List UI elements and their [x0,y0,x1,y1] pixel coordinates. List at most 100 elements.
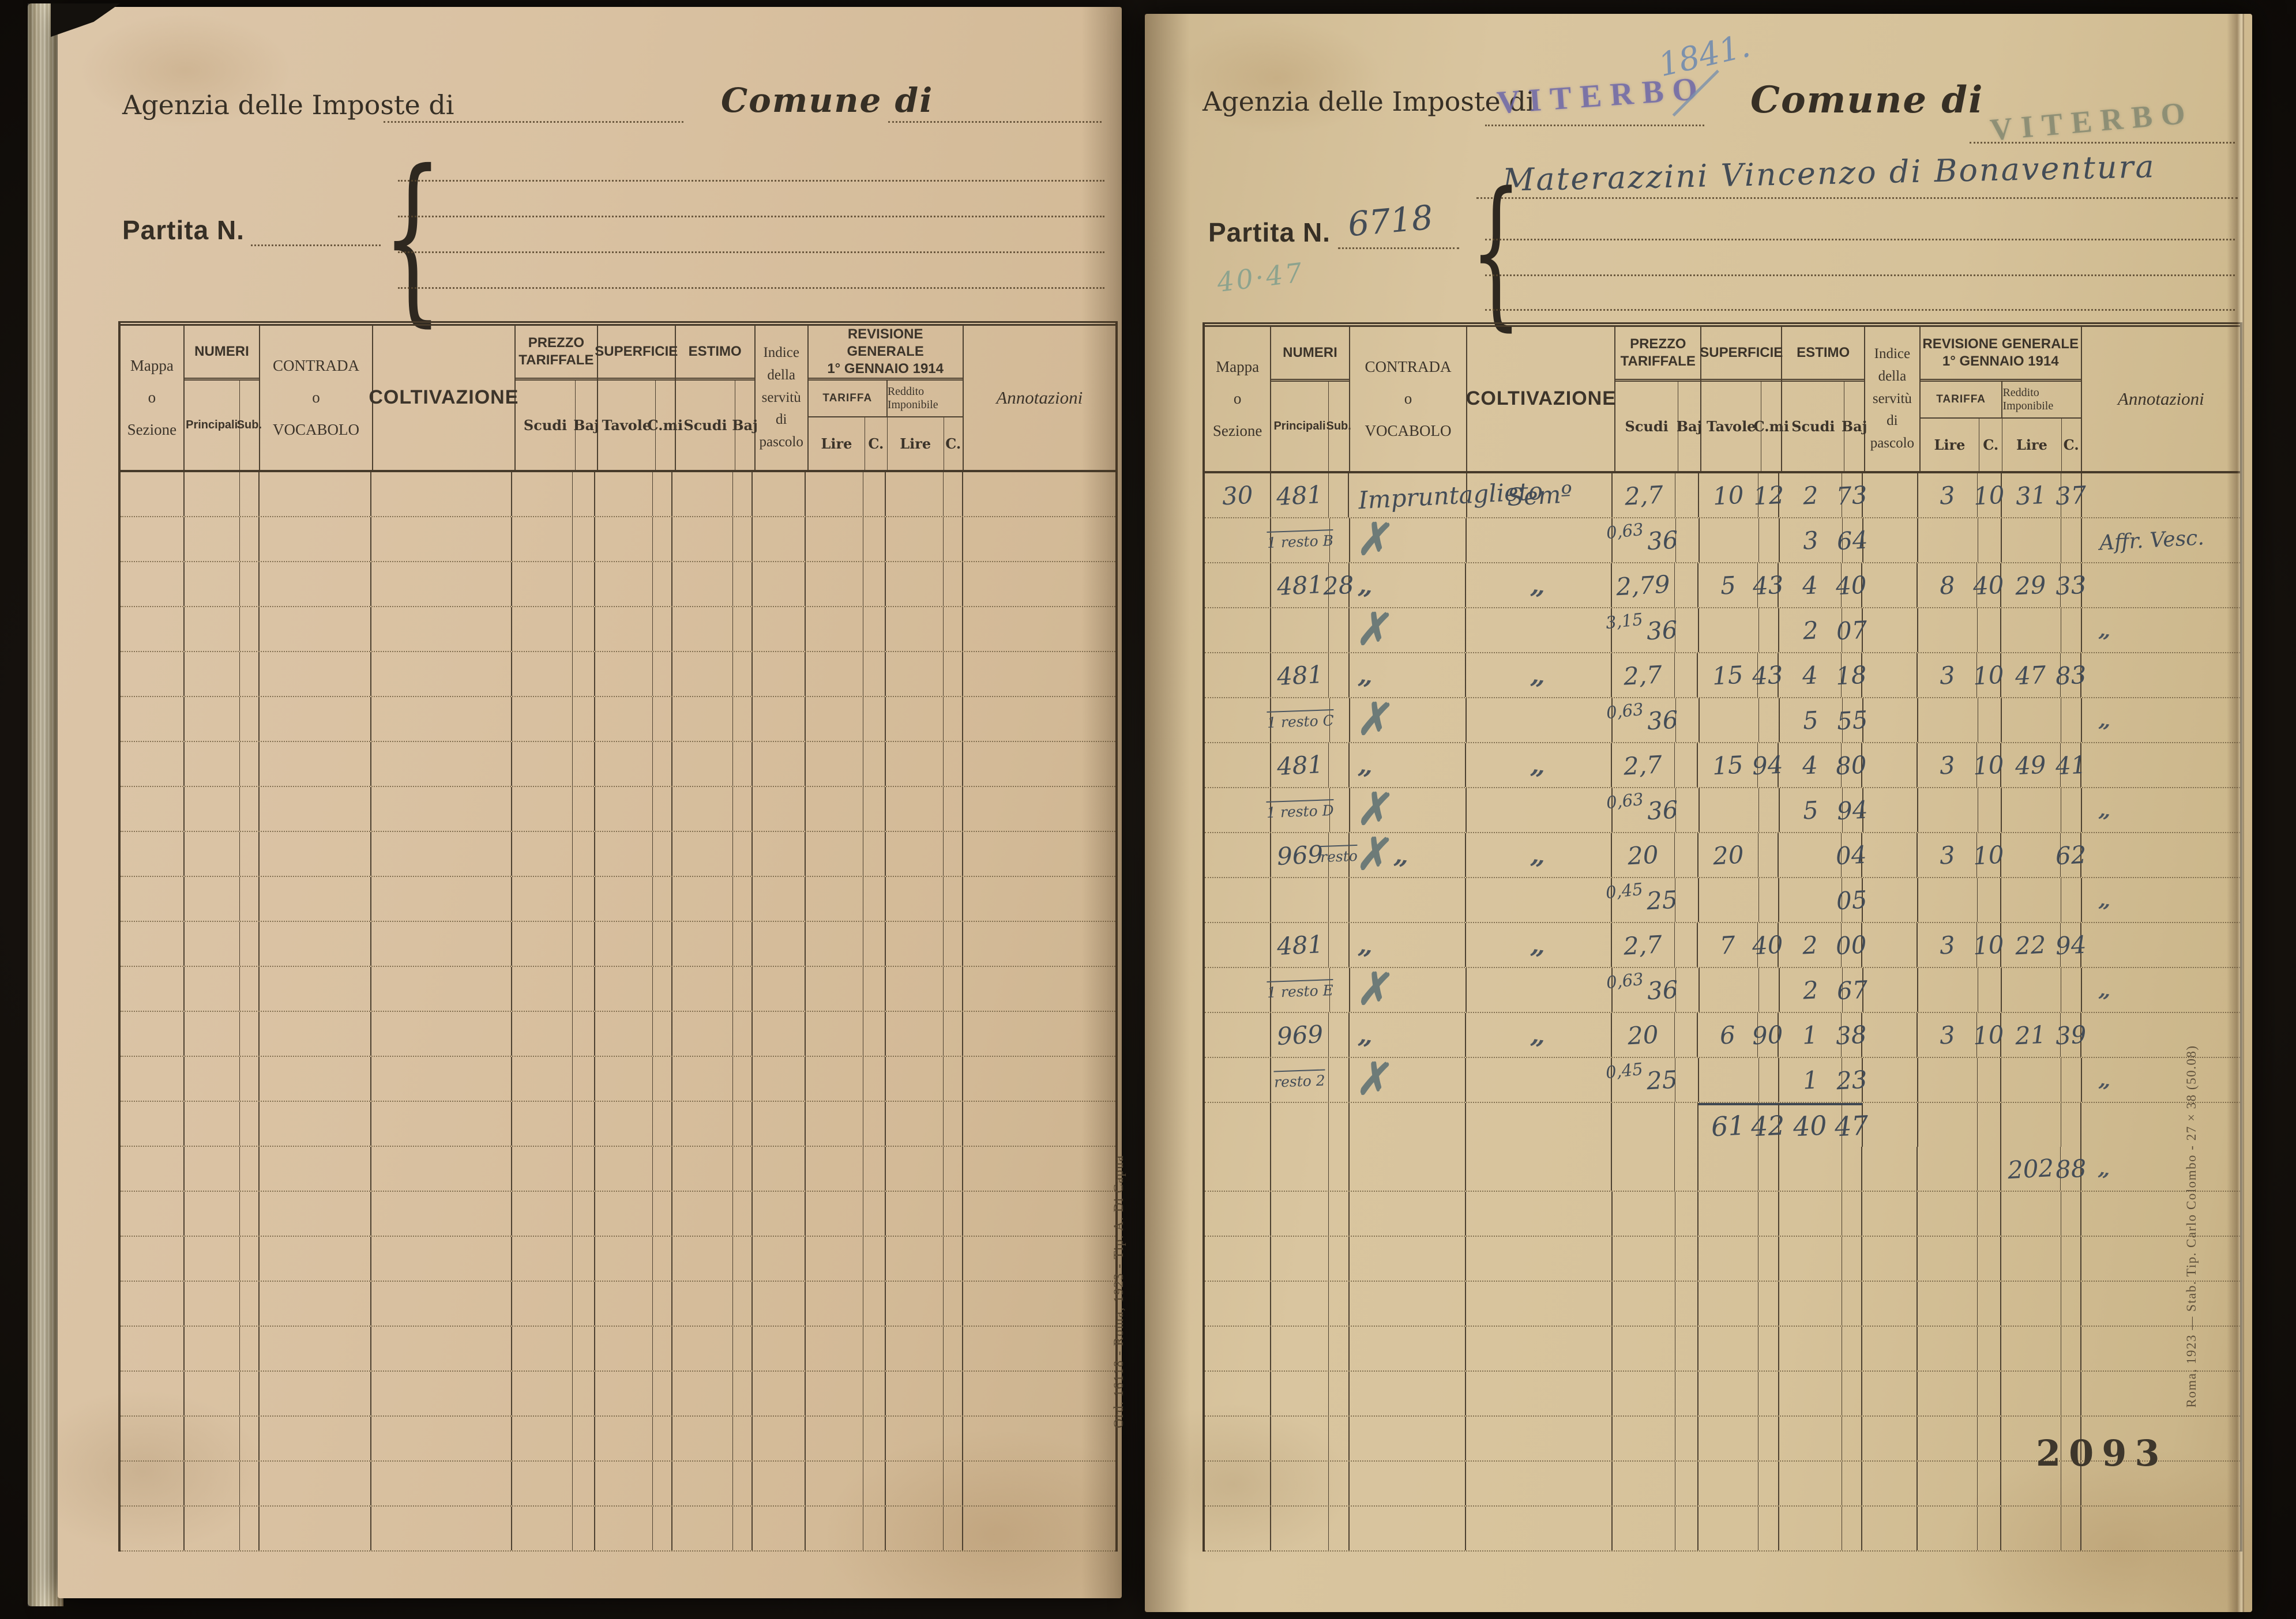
ditto-mark: „ [2097,707,2113,733]
cell-est_b: 94 [1836,788,1869,832]
cell-annot [2081,1507,2240,1550]
blank-line [398,251,1104,253]
cell-sub [240,922,260,966]
owner-name: Materazzini Vincenzo di Bonaventura [1502,148,2156,198]
cell-sub [1329,1507,1350,1550]
handwritten-value: 10 [1972,930,2005,960]
cell-annot: „ [2082,608,2241,652]
cell-num: 481 [1271,563,1329,607]
handwritten-value: 36 [1645,615,1678,645]
cell-mappa [1205,968,1272,1012]
cell-sup_t [1698,1372,1759,1415]
cell-mappa [121,697,185,741]
header-label: Annotazioni [2117,389,2204,409]
cell-est_s [672,697,733,741]
cell-tar_l [1918,878,1978,922]
cell-sup_c [653,1057,672,1101]
cell-sub [1330,968,1351,1012]
cell-red_c [2061,608,2082,652]
cell-colt [371,742,512,786]
cell-red_c [944,517,963,561]
cell-tar_c [1978,1417,2001,1460]
cell-tar_l [1918,518,1978,562]
cell-red_l [886,922,944,966]
header-label: Annotazioni [996,387,1083,408]
handwritten-value: 0,63 [1605,789,1645,813]
header-label: COLTIVAZIONE [369,386,519,409]
ledger-row: 1 resto C ✗ 0,63 36 5 55 „ [1205,692,2240,749]
cell-annot [2082,473,2240,517]
handwritten-value: 3 [1938,840,1956,870]
cell-colt: „ [1466,563,1612,607]
cell-red_l: 22 [2001,923,2061,967]
cell-red_l [886,1327,944,1370]
cell-pr [512,877,573,921]
cell-red_c [944,1372,963,1415]
ledger-row: 1 resto B ✗ 0,63 36 3 64 Affr. Vesc. [1205,512,2240,569]
cell-est_s [1779,1507,1842,1550]
handwritten-value: 36 [1646,975,1679,1005]
header-label: Reddito Imponibile [2002,386,2054,412]
cell-contrada [260,1282,372,1326]
cell-sup_t [1698,1507,1759,1550]
cell-mappa [121,562,185,606]
cell-sup_c [653,967,672,1011]
cell-colt [371,1057,512,1101]
cell-tar_c [1978,788,2002,832]
cell-sup_t [1699,608,1759,652]
cell-ind [753,877,806,921]
cell-ind [753,1282,806,1326]
ledger-row: 30 481 Impruntaglieto Semº 2,7 10 12 2 73 3 10 31 37 [1205,473,2240,518]
cell-est_s [1779,1417,1842,1460]
col-indice-pascolo: Indice della servitù di pascolo [1865,327,1921,471]
ledger-row [121,1192,1115,1237]
cell-sup_c [653,697,672,741]
cell-sup_t [595,1462,653,1505]
cell-red_c [944,922,963,966]
cell-pr_b [573,1012,595,1056]
cell-red_c [944,607,963,651]
cell-sup_c: 40 [1752,923,1784,967]
cell-annot [2081,833,2240,877]
cell-est_s: 2 [1779,923,1842,967]
cell-pr_b [573,1057,595,1101]
cell-ind [753,697,806,741]
cell-red_l [2001,1103,2061,1147]
cell-sup_c [1758,1237,1779,1281]
cell-ind [1862,653,1918,697]
cell-num [185,1012,241,1056]
cell-pr_b [1675,1507,1699,1550]
cell-annot: „ [2082,968,2240,1012]
cell-sup_t [595,1102,653,1146]
cell-ind [753,1147,806,1191]
cell-est_b [733,967,753,1011]
cell-red_c [944,832,963,876]
cell-mappa [1205,698,1272,742]
ditto-mark: „ [1356,749,1376,781]
cell-est_b [733,1192,753,1236]
cell-mappa [1205,788,1272,832]
cell-contrada: „ [1350,743,1466,787]
cell-pr_b [573,1417,595,1460]
col-annotazioni: Annotazioni [2082,327,2240,471]
cell-red_c [944,1237,963,1281]
cell-pr [512,1372,573,1415]
cell-annot [963,562,1115,606]
cell-red_l [886,697,944,741]
cell-sup_t [1699,1058,1759,1102]
handwritten-value: 0,45 [1604,1059,1644,1083]
cell-tar_l: 3 [1918,473,1978,517]
cell-red_l [886,1102,944,1146]
cell-pr [512,1237,573,1281]
cell-red_c [2061,1103,2082,1147]
cell-red_l [886,607,944,651]
cell-num: 1 resto E [1267,968,1334,1012]
cell-est_b [1842,1372,1863,1415]
sub-parcel-note: 1 resto C [1266,709,1334,732]
cell-tar_l: 8 [1918,563,1978,607]
cell-num: 1 resto C [1266,698,1334,742]
cell-red_l: 202 [2001,1147,2061,1191]
cell-num [185,472,241,516]
cell-sup_t [1698,1462,1759,1505]
cross-mark: ✗ [1355,961,1396,1019]
